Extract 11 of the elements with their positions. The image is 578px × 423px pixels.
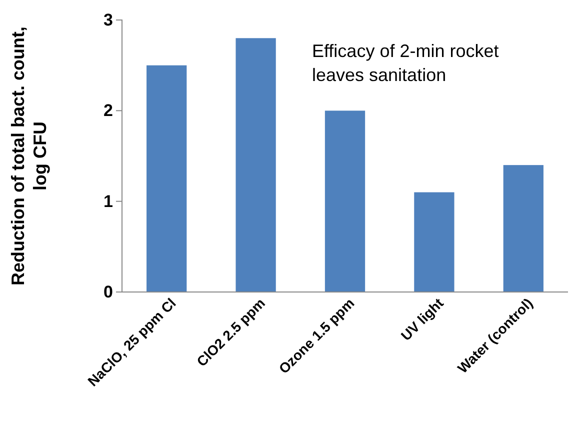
bar	[503, 165, 544, 292]
y-tick-label: 0	[104, 282, 113, 302]
y-tick-label: 3	[104, 10, 113, 30]
bar	[324, 110, 366, 292]
y-tick-label: 1	[104, 192, 113, 211]
text: Efficacy of 2-min rocket leaves sanitation	[312, 41, 499, 85]
bar	[236, 38, 276, 292]
y-axis-title: Reduction of total bact. count, log CFU	[8, 26, 50, 286]
bar	[146, 65, 187, 292]
y-tick-label: 2	[104, 101, 113, 120]
bar	[414, 192, 454, 292]
